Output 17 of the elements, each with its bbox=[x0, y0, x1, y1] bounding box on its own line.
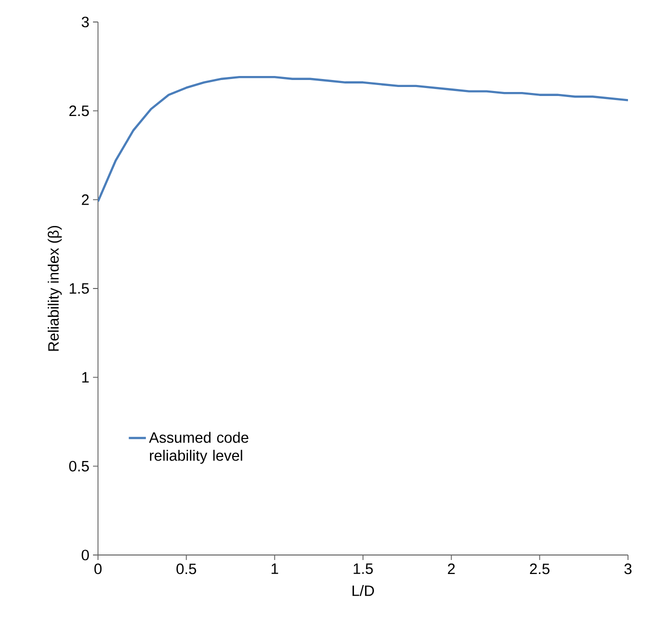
y-tick-label: 0 bbox=[82, 550, 89, 560]
y-tick-label: 2.5 bbox=[69, 106, 89, 116]
y-tick-label: 1.5 bbox=[70, 283, 89, 294]
y-tick-label: 1 bbox=[82, 372, 89, 382]
y-tick-label: 3 bbox=[82, 16, 89, 28]
x-tick-label: 0.5 bbox=[176, 564, 196, 574]
x-tick-label: 1.5 bbox=[354, 564, 373, 574]
x-tick-label: 0 bbox=[94, 564, 102, 574]
x-tick-label: 2.5 bbox=[530, 564, 550, 574]
x-tick-label: 2 bbox=[448, 564, 455, 574]
y-tick-label: 2 bbox=[82, 194, 89, 205]
legend-label: Assumed code reliability level bbox=[149, 432, 248, 464]
y-tick-label: 0.5 bbox=[69, 460, 89, 472]
y-axis-title: Reliability index (β) bbox=[48, 226, 62, 351]
x-tick-label: 1 bbox=[272, 564, 278, 574]
x-axis-title: L/D bbox=[352, 585, 374, 596]
x-tick-label: 3 bbox=[624, 564, 632, 574]
